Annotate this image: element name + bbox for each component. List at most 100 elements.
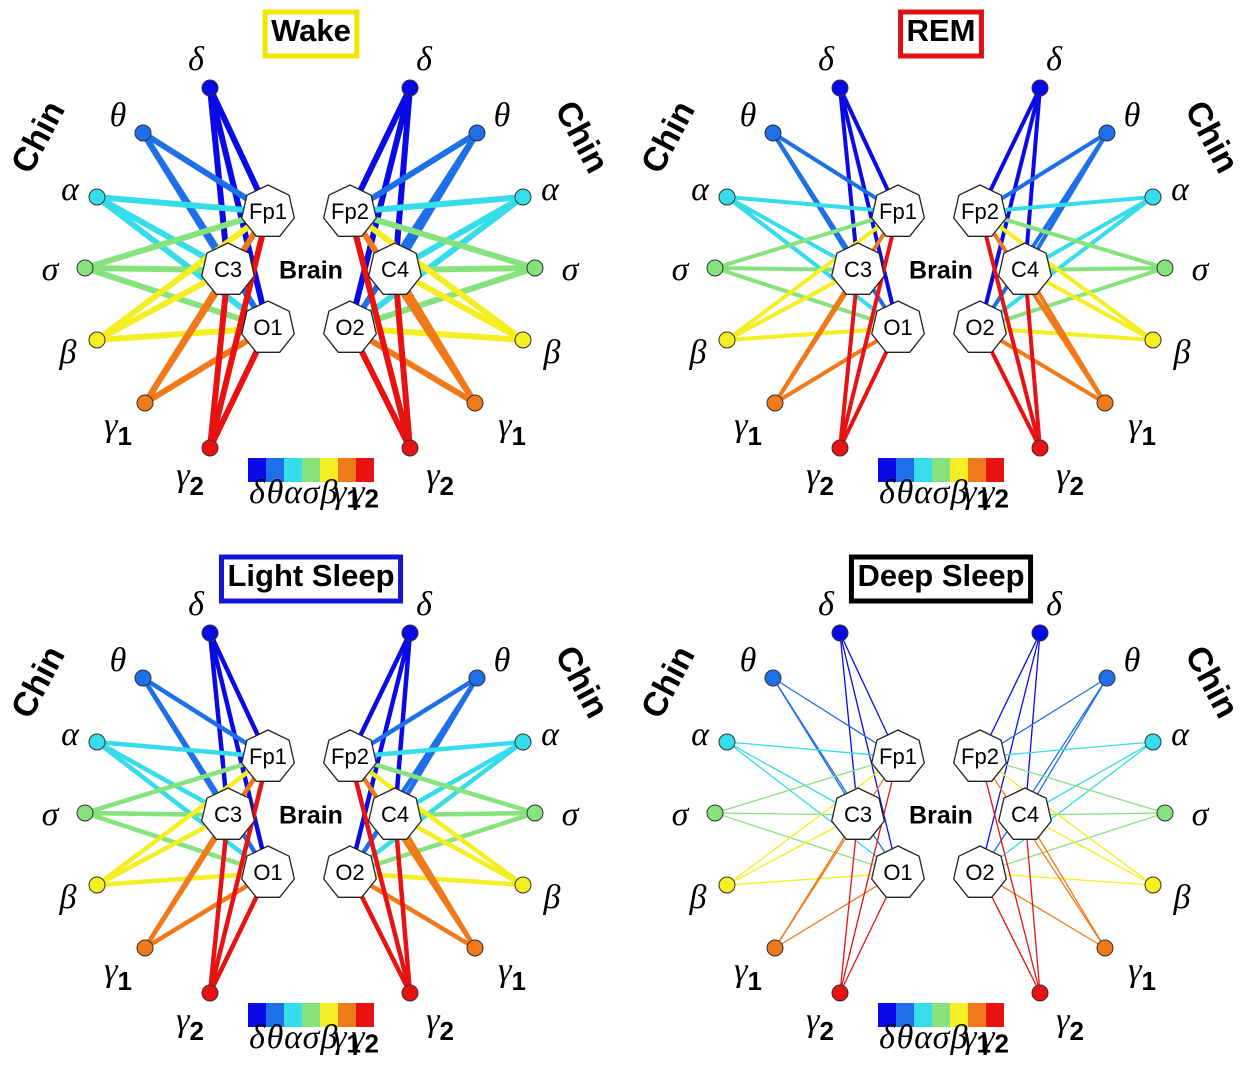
channel-node: [870, 184, 926, 237]
band-subscript: 2: [439, 1016, 453, 1046]
band-node: [1096, 394, 1114, 412]
channel-label: Fp2: [331, 744, 369, 769]
connection: [714, 210, 899, 270]
connection: [348, 194, 525, 331]
band-node: [201, 984, 219, 1002]
channel-node: [830, 242, 886, 295]
band-node: [764, 669, 782, 687]
band-symbol: σ: [672, 796, 690, 833]
band-node: [718, 876, 736, 894]
band-symbol: γ: [498, 407, 513, 444]
band-symbol: θ: [494, 642, 511, 679]
band-symbol: γ: [351, 474, 366, 511]
connection: [838, 211, 900, 449]
band-symbol: σ: [303, 474, 321, 511]
band-subscript: 1: [747, 421, 761, 451]
band-node: [1144, 188, 1162, 206]
band-node: [88, 876, 106, 894]
channel-label: O1: [253, 315, 282, 340]
connection: [349, 739, 524, 760]
channel-label: Fp1: [249, 199, 287, 224]
band-node: [514, 876, 532, 894]
band-symbol: α: [541, 171, 560, 208]
connection: [838, 269, 860, 449]
band-label: β: [950, 1019, 968, 1056]
connection: [349, 754, 536, 816]
band-symbol: γ: [426, 1002, 441, 1039]
band-node: [1156, 259, 1174, 277]
channel-label: C4: [381, 257, 409, 282]
colorbar-cell: [266, 1003, 284, 1027]
band-label: β: [59, 334, 77, 371]
connection: [349, 194, 524, 215]
connection: [839, 814, 859, 994]
band-label: γ2: [981, 1019, 1009, 1059]
colorbar-cell: [950, 458, 968, 482]
channel-node: [952, 184, 1008, 237]
band-subscript: 2: [994, 484, 1008, 514]
band-symbol: θ: [494, 97, 511, 134]
band-label: γ1: [1128, 952, 1156, 996]
band-label: θ: [897, 1019, 914, 1056]
band-subscript: 1: [511, 966, 525, 996]
band-symbol: β: [1173, 879, 1191, 916]
connection: [348, 755, 525, 887]
band-label: β: [1173, 879, 1191, 916]
band-symbol: σ: [562, 796, 580, 833]
band-label: δ: [1046, 586, 1063, 623]
brain-label: Brain: [909, 257, 973, 285]
band-label: γ2: [176, 1002, 204, 1046]
connection: [978, 195, 1155, 330]
band-label: δ: [818, 586, 835, 623]
band-symbol: σ: [1192, 796, 1210, 833]
band-label: α: [61, 716, 80, 753]
band-node: [718, 331, 736, 349]
band-label: σ: [1192, 251, 1210, 288]
band-subscript: 2: [364, 484, 378, 514]
band-label: γ2: [806, 457, 834, 501]
channel-node: [240, 845, 296, 898]
channel-label: O2: [335, 860, 364, 885]
band-node: [526, 259, 544, 277]
channel-node: [240, 729, 296, 782]
band-label: α: [691, 716, 710, 753]
band-symbol: γ: [333, 474, 348, 511]
band-node: [718, 733, 736, 751]
band-symbol: σ: [1192, 251, 1210, 288]
band-subscript: 1: [976, 1029, 990, 1059]
band-subscript: 1: [1141, 421, 1155, 451]
channel-label: C4: [381, 802, 409, 827]
colorbar-cell: [248, 458, 266, 482]
band-symbol: θ: [740, 97, 757, 134]
brain-label: Brain: [279, 802, 343, 830]
band-label: α: [914, 474, 933, 511]
band-node: [831, 984, 849, 1002]
band-symbol: δ: [416, 586, 433, 623]
band-label: δ: [879, 474, 896, 511]
band-symbol: γ: [1128, 407, 1143, 444]
band-label: β: [59, 879, 77, 916]
panel-title: Deep Sleep: [857, 558, 1024, 593]
band-label: γ2: [426, 1002, 454, 1046]
connection: [979, 195, 1154, 214]
band-subscript: 1: [976, 484, 990, 514]
band-symbol: γ: [498, 952, 513, 989]
band-node: [764, 124, 782, 142]
colorbar-cell: [878, 1003, 896, 1027]
connection: [392, 269, 413, 449]
band-node: [1031, 439, 1049, 457]
connection: [347, 756, 413, 994]
connection: [978, 210, 1155, 342]
band-label: γ1: [734, 952, 762, 996]
channel-label: O2: [965, 315, 994, 340]
colorbar-cell: [932, 458, 950, 482]
band-symbol: α: [284, 474, 303, 511]
channel-node: [322, 184, 378, 237]
channel-node: [322, 729, 378, 782]
band-node: [401, 79, 419, 97]
channel-node: [240, 184, 296, 237]
band-symbol: α: [61, 171, 80, 208]
band-symbol: β: [59, 879, 77, 916]
